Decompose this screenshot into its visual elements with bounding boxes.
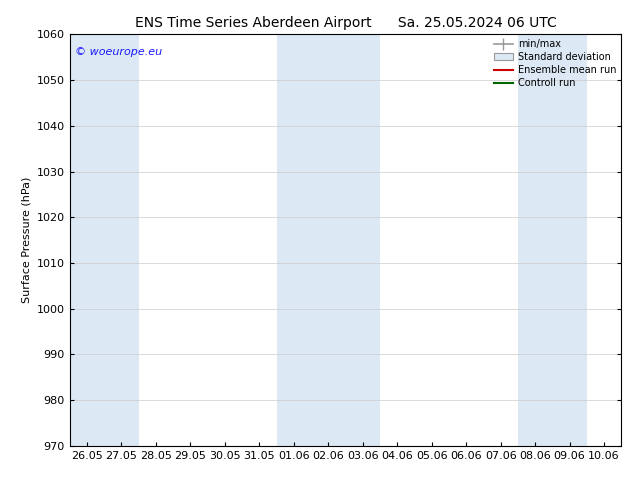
Bar: [518, 34, 587, 446]
Legend: min/max, Standard deviation, Ensemble mean run, Controll run: min/max, Standard deviation, Ensemble me…: [494, 39, 616, 88]
Y-axis label: Surface Pressure (hPa): Surface Pressure (hPa): [21, 177, 31, 303]
Bar: [276, 34, 380, 446]
Title: ENS Time Series Aberdeen Airport      Sa. 25.05.2024 06 UTC: ENS Time Series Aberdeen Airport Sa. 25.…: [134, 16, 557, 30]
Bar: [70, 34, 139, 446]
Text: © woeurope.eu: © woeurope.eu: [75, 47, 162, 57]
